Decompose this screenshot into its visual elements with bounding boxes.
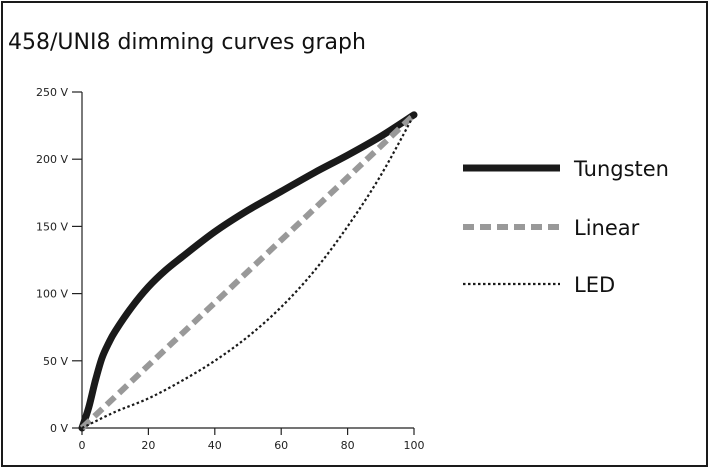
x-tick-label: 20 [141, 439, 155, 452]
y-tick-label: 200 V [36, 153, 68, 166]
y-tick-label: 50 V [43, 355, 68, 368]
x-tick-label: 60 [274, 439, 288, 452]
chart-legend: Tungsten Linear LED [463, 157, 669, 297]
series-line-linear [79, 112, 417, 431]
y-tick-label: 150 V [36, 220, 68, 233]
chart-title: 458/UNI8 dimming curves graph [8, 30, 366, 55]
y-tick-label: 0 V [50, 422, 68, 435]
legend-label-led: LED [574, 273, 615, 297]
legend-label-tungsten: Tungsten [573, 157, 669, 181]
series-line-led [81, 114, 415, 429]
legend-label-linear: Linear [574, 216, 640, 240]
chart-ticks: 0 V 50 V 100 V 150 V 200 V 250 V 0 20 40 60 80 100 [36, 86, 425, 452]
y-tick-label: 250 V [36, 86, 68, 99]
x-tick-label: 40 [208, 439, 222, 452]
chart-series [78, 111, 418, 432]
x-tick-label: 80 [341, 439, 355, 452]
x-tick-label: 100 [404, 439, 425, 452]
x-tick-label: 0 [79, 439, 86, 452]
series-line-tungsten [78, 111, 418, 432]
y-tick-label: 100 V [36, 288, 68, 301]
chart-axes [81, 92, 414, 429]
